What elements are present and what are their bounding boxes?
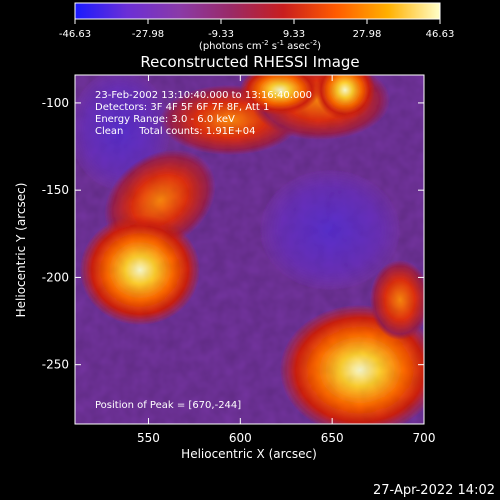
x-tick-label: 550 — [137, 431, 160, 445]
annotation-energy-range: Energy Range: 3.0 - 6.0 keV — [95, 114, 235, 125]
rhessi-image — [75, 75, 424, 424]
peak-position-label: Position of Peak = [670,-244] — [95, 400, 241, 411]
footer-timestamp: 27-Apr-2022 14:02 — [373, 483, 495, 498]
annotation-total-counts: Clean Total counts: 1.91E+04 — [95, 126, 255, 137]
plot-frame — [74, 74, 425, 425]
colorbar — [74, 2, 441, 20]
colorbar-tick-label: -9.33 — [208, 29, 234, 40]
colorbar-tick-label: -27.98 — [132, 29, 164, 40]
y-tick-label: -250 — [42, 358, 69, 372]
x-axis-ticks: 550 600 650 700 — [137, 75, 435, 445]
annotation-time-range: 23-Feb-2002 13:10:40.000 to 13:16:40.000 — [95, 90, 312, 101]
colorbar-ticks: -46.63 -27.98 -9.33 9.33 27.98 46.63 — [59, 19, 454, 40]
x-tick-label: 700 — [413, 431, 436, 445]
colorbar-unit-label: (photons cm-2 s-1 asec-2) — [199, 39, 321, 52]
plot-title: Reconstructed RHESSI Image — [140, 53, 359, 71]
y-tick-label: -200 — [42, 270, 69, 284]
y-axis-label: Heliocentric Y (arcsec) — [14, 183, 28, 318]
colorbar-tick-label: 9.33 — [283, 29, 305, 40]
colorbar-tick-label: 46.63 — [426, 29, 455, 40]
y-tick-label: -100 — [42, 96, 69, 110]
x-tick-label: 600 — [229, 431, 252, 445]
x-tick-label: 650 — [321, 431, 344, 445]
colorbar-tick-label: 27.98 — [353, 29, 382, 40]
annotation-detectors: Detectors: 3F 4F 5F 6F 7F 8F, Att 1 — [95, 102, 269, 113]
y-axis-ticks: -100 -150 -200 -250 — [42, 96, 424, 372]
y-tick-label: -150 — [42, 183, 69, 197]
observation-annotations: 23-Feb-2002 13:10:40.000 to 13:16:40.000… — [95, 90, 312, 137]
x-axis-label: Heliocentric X (arcsec) — [181, 447, 317, 461]
colorbar-tick-label: -46.63 — [59, 29, 91, 40]
